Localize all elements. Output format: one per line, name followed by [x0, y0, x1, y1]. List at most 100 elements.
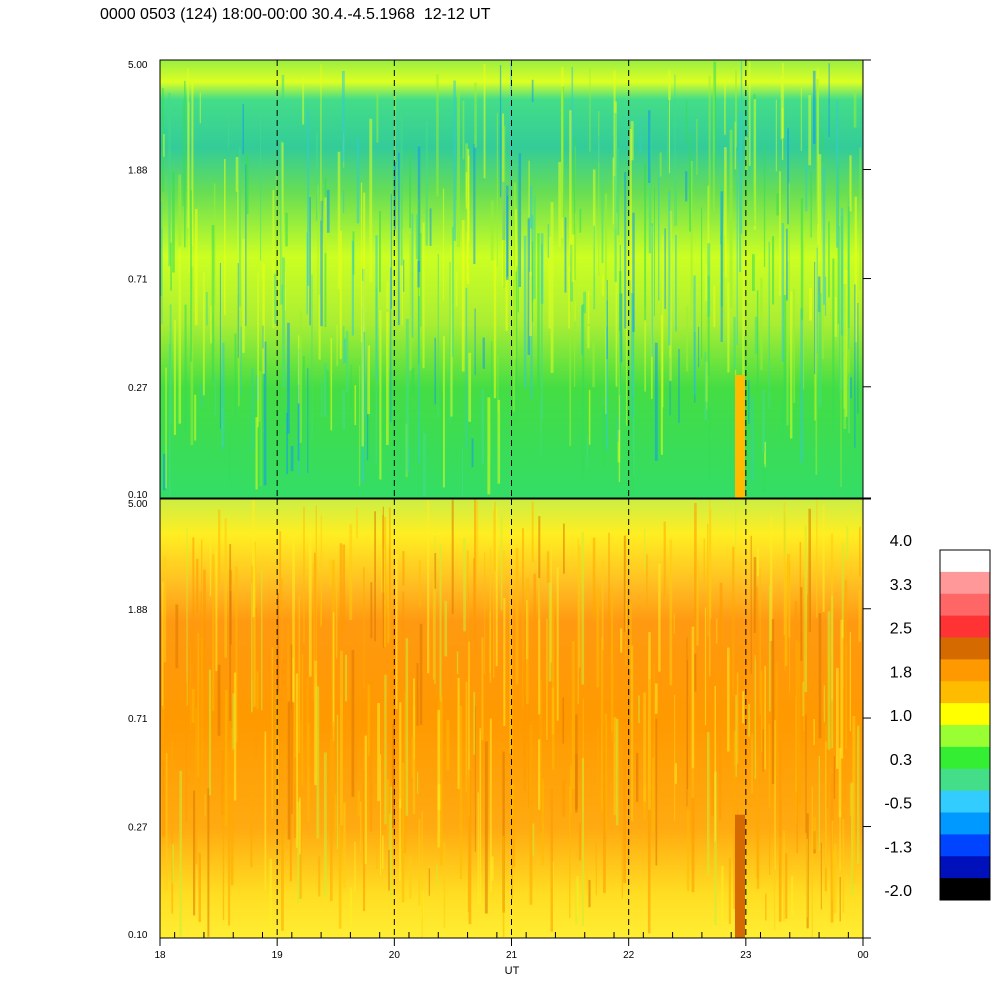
bottom-streak: [331, 722, 335, 801]
top-streak: [213, 183, 216, 305]
top-streak: [307, 368, 309, 473]
top-streak: [654, 187, 655, 316]
bottom-streak: [250, 784, 253, 868]
bottom-streak: [314, 660, 318, 786]
bottom-streak: [736, 672, 739, 764]
top-streak: [850, 377, 852, 399]
bottom-streak: [376, 830, 378, 870]
top-streak: [481, 389, 484, 465]
top-streak: [497, 399, 501, 484]
bottom-streak: [439, 543, 442, 702]
bottom-streak: [550, 548, 552, 663]
bottom-streak: [620, 628, 623, 653]
bottom-streak: [473, 558, 475, 640]
top-streak: [745, 137, 748, 170]
top-streak: [713, 285, 716, 328]
top-streak: [775, 99, 777, 172]
top-streak: [257, 272, 259, 428]
top-streak: [336, 324, 338, 366]
top-streak: [724, 84, 726, 135]
top-streak: [400, 110, 403, 266]
bottom-streak: [473, 691, 476, 755]
top-streak: [834, 297, 837, 337]
top-streak: [418, 296, 420, 463]
bottom-streak: [601, 560, 604, 650]
bottom-streak: [402, 591, 405, 720]
bottom-streak: [577, 538, 579, 705]
bottom-streak: [163, 556, 167, 663]
top-streak: [547, 224, 550, 258]
top-streak: [630, 121, 634, 161]
top-streak: [516, 266, 518, 421]
top-streak: [668, 190, 671, 346]
bottom-streak: [443, 842, 446, 929]
bottom-streak: [468, 769, 472, 925]
top-dashed-lines: [276, 60, 747, 498]
top-streak: [736, 178, 738, 345]
bottom-streak: [796, 697, 798, 854]
bottom-streak: [313, 563, 315, 702]
bottom-streak: [416, 663, 419, 726]
top-streak: [583, 291, 586, 314]
bottom-streak: [293, 613, 296, 786]
bottom-streak: [714, 771, 717, 926]
top-streak: [605, 193, 608, 327]
top-streak: [401, 228, 403, 326]
top-streak: [403, 259, 405, 292]
top-streak: [754, 316, 758, 354]
bottom-streak: [674, 695, 676, 821]
bottom-streak: [774, 764, 776, 931]
bottom-streak: [330, 738, 333, 901]
x-tick-label: 19: [272, 950, 284, 961]
top-streak: [669, 98, 670, 174]
top-streak: [405, 318, 409, 472]
bottom-streak: [314, 552, 316, 633]
top-streak: [568, 266, 571, 329]
bottom-streak: [768, 585, 771, 712]
top-streak: [386, 281, 389, 309]
top-streak: [772, 236, 775, 305]
bottom-streak: [437, 709, 441, 848]
top-streak: [173, 320, 176, 435]
bottom-streak: [785, 853, 788, 919]
bottom-streak: [171, 740, 174, 914]
colorbar-tick-label: -1.3: [884, 839, 912, 856]
top-streak: [800, 308, 803, 463]
bottom-streak: [711, 669, 714, 816]
top-streak: [449, 261, 451, 425]
bottom-streak: [390, 786, 392, 902]
bottom-streak: [839, 809, 841, 871]
bottom-streak: [596, 586, 600, 688]
top-streak: [660, 314, 663, 455]
bottom-streak: [789, 561, 791, 693]
top-streak: [190, 190, 192, 362]
top-streak: [814, 261, 816, 375]
bottom-streak: [826, 656, 828, 808]
bottom-streak: [769, 516, 773, 641]
bottom-streak: [459, 706, 463, 879]
bottom-streak: [822, 504, 825, 612]
top-streak: [690, 161, 693, 321]
bottom-streak: [369, 679, 373, 832]
bottom-streak: [625, 567, 627, 632]
top-streak: [616, 148, 620, 236]
bottom-streak: [799, 542, 802, 618]
top-streak: [517, 167, 519, 313]
bottom-streak: [503, 597, 506, 726]
top-streak: [586, 436, 589, 468]
bottom-streak: [298, 596, 301, 754]
bottom-streak: [808, 508, 811, 632]
top-streak: [409, 233, 412, 371]
top-streak: [753, 99, 757, 230]
bottom-streak: [215, 550, 218, 672]
bottom-streak: [380, 754, 382, 876]
top-streak: [838, 226, 840, 400]
top-streak: [693, 275, 696, 395]
top-streak: [540, 233, 544, 304]
bottom-streak: [538, 739, 541, 810]
top-streak: [550, 202, 554, 373]
bottom-streak: [165, 753, 168, 891]
bottom-streak: [756, 814, 760, 889]
bottom-streak: [525, 659, 529, 726]
bottom-streak: [663, 521, 666, 597]
